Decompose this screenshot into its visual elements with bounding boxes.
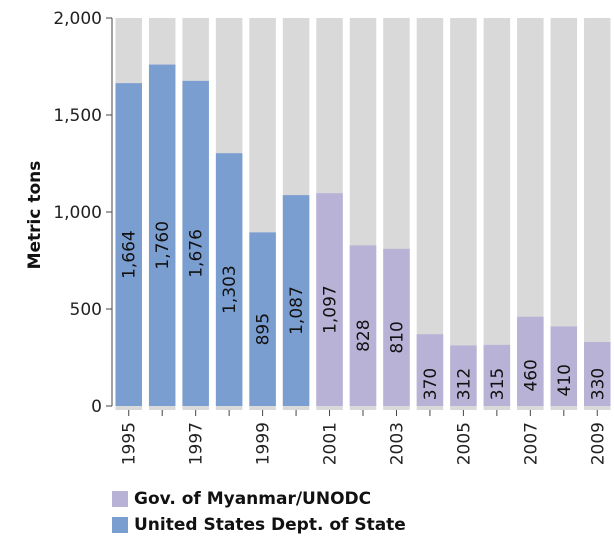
data-label-2002: 828 bbox=[354, 319, 374, 351]
y-tick-label-1500: 1,500 bbox=[53, 106, 102, 126]
x-tick-label-2007: 2007 bbox=[521, 422, 541, 465]
legend: Gov. of Myanmar/UNODC United States Dept… bbox=[112, 486, 406, 538]
legend-label-us: United States Dept. of State bbox=[134, 515, 406, 535]
y-axis: 0 500 1,000 1,500 2,000 bbox=[53, 9, 113, 417]
x-tick-label-1999: 1999 bbox=[254, 422, 274, 465]
legend-swatch-us bbox=[112, 517, 128, 533]
data-label-1996: 1,760 bbox=[153, 221, 173, 270]
data-label-1995: 1,664 bbox=[120, 230, 140, 279]
data-label-2007: 460 bbox=[521, 359, 541, 391]
data-label-1997: 1,676 bbox=[187, 229, 207, 278]
bar-2005 bbox=[450, 345, 477, 406]
data-label-1998: 1,303 bbox=[220, 265, 240, 314]
bar-2004 bbox=[416, 334, 444, 406]
band-2005 bbox=[450, 18, 477, 410]
y-axis-title: Metric tons bbox=[25, 161, 45, 270]
y-tick-label-1000: 1,000 bbox=[53, 203, 102, 223]
x-tick-label-2001: 2001 bbox=[321, 422, 341, 465]
bar-1996 bbox=[148, 64, 176, 406]
bar-1999 bbox=[249, 232, 276, 406]
x-tick-label-2009: 2009 bbox=[588, 422, 608, 465]
bars bbox=[115, 64, 611, 407]
data-label-2009: 330 bbox=[588, 368, 608, 400]
x-tick-label-1995: 1995 bbox=[120, 422, 140, 465]
data-label-2001: 1,097 bbox=[321, 285, 341, 334]
bar-2003 bbox=[383, 248, 410, 406]
legend-item-gov: Gov. of Myanmar/UNODC bbox=[112, 486, 406, 512]
bar-2006 bbox=[483, 344, 511, 406]
data-label-2008: 410 bbox=[555, 364, 575, 396]
x-tick-label-1997: 1997 bbox=[187, 422, 207, 465]
bar-2009 bbox=[584, 341, 611, 406]
y-tick-label-500: 500 bbox=[70, 300, 102, 320]
y-tick-label-2000: 2,000 bbox=[53, 9, 102, 29]
bar-2002 bbox=[349, 245, 377, 406]
data-label-2003: 810 bbox=[387, 321, 407, 353]
bar-2007 bbox=[517, 316, 544, 406]
bar-2001 bbox=[316, 193, 343, 406]
bar-1998 bbox=[215, 153, 243, 406]
x-tick-label-2003: 2003 bbox=[387, 422, 407, 465]
data-label-2006: 315 bbox=[488, 368, 508, 400]
bar-2000 bbox=[282, 195, 310, 406]
bar-1995 bbox=[115, 83, 142, 407]
data-label-2004: 370 bbox=[421, 368, 441, 400]
data-label-1999: 895 bbox=[254, 313, 274, 345]
bar-1997 bbox=[182, 80, 209, 406]
x-axis: 1995 1997 1999 2001 2003 2005 2007 2009 bbox=[120, 410, 608, 465]
bar-2008 bbox=[550, 326, 578, 406]
data-label-2005: 312 bbox=[454, 368, 474, 400]
y-tick-label-0: 0 bbox=[91, 397, 102, 417]
legend-label-gov: Gov. of Myanmar/UNODC bbox=[134, 489, 372, 509]
band-2006 bbox=[483, 18, 511, 410]
data-labels: 1,664 1,760 1,676 1,303 895 1,087 1,097 828 810 3… bbox=[120, 221, 609, 400]
data-label-2000: 1,087 bbox=[287, 286, 307, 335]
legend-item-us: United States Dept. of State bbox=[112, 512, 406, 538]
legend-swatch-gov bbox=[112, 491, 128, 507]
x-tick-label-2005: 2005 bbox=[454, 422, 474, 465]
